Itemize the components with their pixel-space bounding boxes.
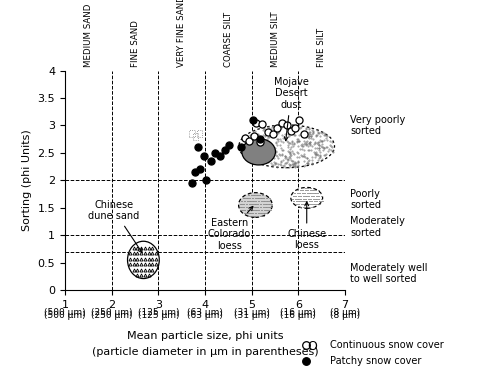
Point <box>202 177 210 183</box>
Point <box>196 166 204 172</box>
Point <box>206 158 214 164</box>
Text: Continuous snow cover: Continuous snow cover <box>330 340 444 350</box>
Text: Mojave
Desert
dust: Mojave Desert dust <box>274 77 309 141</box>
Point <box>290 125 298 131</box>
Ellipse shape <box>291 187 322 208</box>
Point <box>256 136 264 142</box>
Point <box>296 117 304 123</box>
Text: (particle diameter in μm in parentheses): (particle diameter in μm in parentheses) <box>92 347 318 357</box>
Point <box>252 120 260 126</box>
Text: Patchy snow cover: Patchy snow cover <box>330 356 422 366</box>
Text: (16 μm): (16 μm) <box>280 308 316 317</box>
Text: O: O <box>308 340 318 354</box>
Text: (125 μm): (125 μm) <box>138 308 179 317</box>
Point <box>194 144 202 151</box>
Point <box>216 152 224 159</box>
Text: (8 μm): (8 μm) <box>330 308 360 317</box>
Text: (31 μm): (31 μm) <box>234 308 270 317</box>
Text: COARSE SILT: COARSE SILT <box>224 11 233 67</box>
Text: Poorly
sorted: Poorly sorted <box>350 189 381 211</box>
Text: Eastern
Colorado
loess: Eastern Colorado loess <box>208 207 253 251</box>
Text: (16 μm): (16 μm) <box>280 311 316 320</box>
Ellipse shape <box>238 193 272 218</box>
Text: Very poorly
sorted: Very poorly sorted <box>350 114 406 136</box>
Point <box>274 125 281 131</box>
Ellipse shape <box>242 139 276 165</box>
Point <box>302 342 310 348</box>
Text: Moderately
sorted: Moderately sorted <box>350 216 405 238</box>
Text: (500 μm): (500 μm) <box>44 308 86 317</box>
Point <box>250 133 258 140</box>
Point <box>302 358 310 364</box>
Text: (8 μm): (8 μm) <box>330 311 360 320</box>
Text: Moderately well
to well sorted: Moderately well to well sorted <box>350 263 428 285</box>
Point <box>268 131 276 137</box>
Text: Chinese
loess: Chinese loess <box>287 202 327 250</box>
Point <box>238 144 246 151</box>
Point <box>248 117 256 123</box>
Ellipse shape <box>239 125 334 168</box>
Point <box>246 138 254 144</box>
Text: MEDIUM SAND: MEDIUM SAND <box>84 3 93 67</box>
Text: MEDIUM SILT: MEDIUM SILT <box>270 11 280 67</box>
Text: (31 μm): (31 μm) <box>234 311 270 320</box>
Point <box>240 134 248 141</box>
Point <box>264 129 272 135</box>
Text: FINE SAND: FINE SAND <box>130 20 140 67</box>
Text: Mean particle size, phi units: Mean particle size, phi units <box>127 331 283 341</box>
Point <box>190 169 198 175</box>
Point <box>278 120 286 126</box>
Y-axis label: Sorting (phi Units): Sorting (phi Units) <box>22 129 32 231</box>
Text: (250 μm): (250 μm) <box>91 311 132 320</box>
Text: (63 μm): (63 μm) <box>187 308 223 317</box>
Text: VERY FINE SAND: VERY FINE SAND <box>177 0 186 67</box>
Text: (125 μm): (125 μm) <box>138 311 179 320</box>
Point <box>212 150 220 156</box>
Text: Chinese
dune sand: Chinese dune sand <box>88 200 142 253</box>
Text: FINE SILT: FINE SILT <box>317 27 326 67</box>
Point <box>200 152 207 159</box>
Text: (500 μm): (500 μm) <box>44 311 86 320</box>
Point <box>188 180 196 186</box>
Point <box>282 122 290 129</box>
Point <box>288 128 296 134</box>
Ellipse shape <box>128 241 160 279</box>
Point <box>220 147 228 153</box>
Point <box>226 142 234 148</box>
Point <box>300 131 308 137</box>
Text: (250 μm): (250 μm) <box>91 308 132 317</box>
Point <box>258 121 266 127</box>
Text: (63 μm): (63 μm) <box>187 311 223 320</box>
Point <box>256 139 264 145</box>
